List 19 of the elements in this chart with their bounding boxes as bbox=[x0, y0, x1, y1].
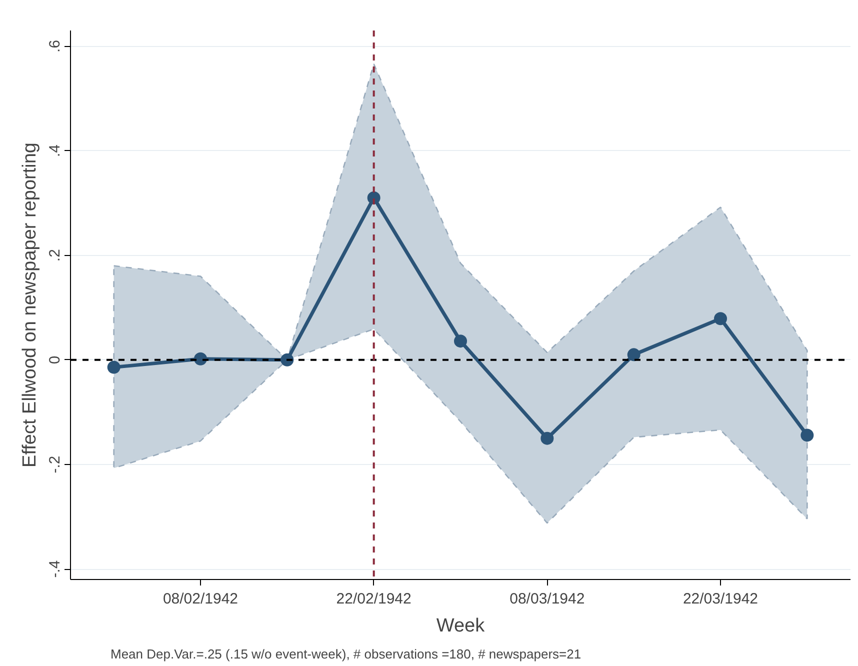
x-tick-label: 22/03/1942 bbox=[682, 590, 758, 608]
point bbox=[107, 360, 120, 374]
point bbox=[454, 334, 467, 348]
x-tick-label: 08/03/1942 bbox=[510, 590, 585, 608]
point bbox=[714, 312, 727, 326]
point bbox=[540, 432, 554, 445]
y-tick-label: -.2 bbox=[46, 456, 64, 474]
y-tick-label: -.4 bbox=[46, 560, 64, 578]
point bbox=[627, 348, 640, 362]
y-tick-label: 0 bbox=[46, 356, 64, 364]
point bbox=[800, 428, 814, 442]
x-tick-label: 08/02/1942 bbox=[162, 590, 238, 608]
text: Mean Dep.Var.=.25 (.15 w/o event-week), # observations =180, # newspapers=21 bbox=[110, 646, 582, 662]
y-tick-label: .6 bbox=[46, 40, 64, 52]
y-tick-label: .2 bbox=[46, 249, 64, 262]
y-tick-label: .4 bbox=[46, 144, 64, 158]
x-axis-title: Week bbox=[436, 616, 486, 636]
x-tick-label: 22/02/1942 bbox=[336, 590, 412, 608]
y-axis-title: Effect Ellwood on newspaper reporting bbox=[20, 142, 40, 468]
